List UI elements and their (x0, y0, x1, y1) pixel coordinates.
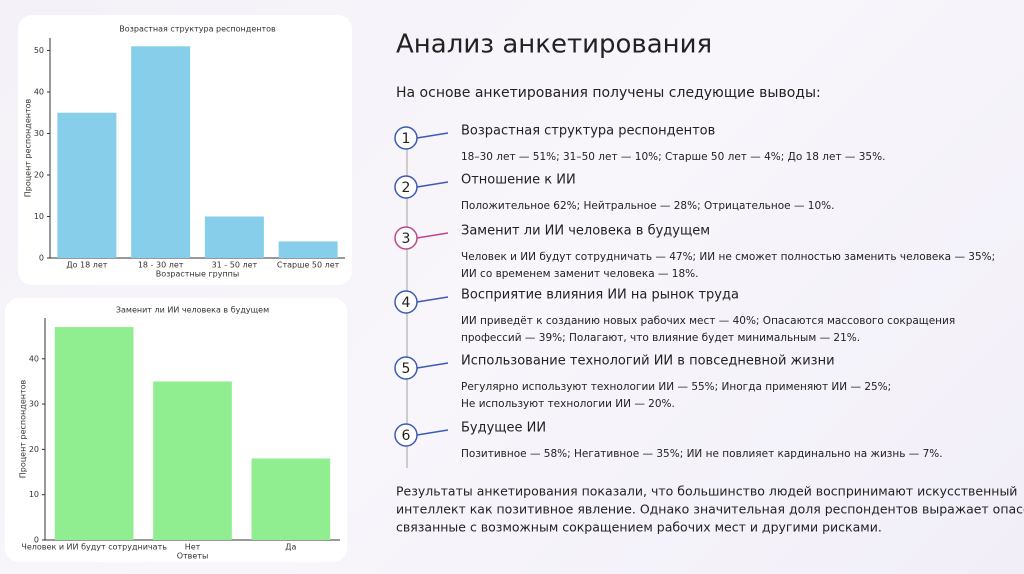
step-circle (394, 126, 418, 150)
y-tick-label: 0 (39, 254, 44, 263)
step-number: 3 (402, 231, 411, 247)
x-tick-label: До 18 лет (66, 261, 107, 270)
step-detail: профессий — 39%; Полагают, что влияние б… (461, 332, 860, 344)
chart-title: Заменит ли ИИ человека в будущем (116, 306, 269, 315)
bar (204, 216, 264, 258)
step-circle (394, 356, 418, 380)
step-heading: Отношение к ИИ (461, 173, 576, 188)
step-heading: Восприятие влияния ИИ на рынок труда (461, 288, 739, 303)
x-tick-label: Старше 50 лет (277, 261, 340, 270)
step-detail: ИИ со временем заменит человека — 18%. (461, 268, 698, 280)
slide-title: Анализ анкетирования (396, 30, 712, 60)
step-detail: Положительное 62%; Нейтральное — 28%; От… (461, 200, 834, 212)
connector (416, 181, 449, 188)
step-heading: Заменит ли ИИ человека в будущем (461, 224, 710, 239)
step-detail: Позитивное — 58%; Негативное — 35%; ИИ н… (461, 448, 943, 460)
conclusion: Результаты анкетирования показали, что б… (396, 484, 1017, 499)
y-tick-label: 30 (29, 400, 39, 409)
y-tick-label: 30 (34, 129, 44, 138)
x-axis-label: Ответы (177, 552, 209, 561)
step-heading: Использование технологий ИИ в повседневн… (461, 354, 835, 369)
y-tick-label: 50 (34, 46, 44, 55)
connector (416, 296, 449, 303)
conclusion: интеллект как позитивное явление. Однако… (396, 502, 1024, 517)
x-tick-label: Человек и ИИ будут сотрудничать (21, 543, 167, 552)
step-detail: Регулярно используют технологии ИИ — 55%… (461, 381, 891, 393)
chart: Заменит ли ИИ человека в будущем 0 10 20 30 4… (19, 306, 340, 561)
step-detail: 18–30 лет — 51%; 31–50 лет — 10%; Старше… (461, 151, 885, 163)
step-number: 5 (402, 361, 411, 377)
bar (131, 46, 191, 259)
y-tick-label: 10 (29, 490, 39, 499)
step-circle (394, 290, 418, 314)
x-tick-label: Нет (185, 543, 201, 552)
step-heading: Будущее ИИ (461, 421, 546, 436)
y-tick-label: 20 (34, 170, 44, 179)
step-detail: Человек и ИИ будут сотрудничать — 47%; И… (461, 251, 995, 263)
step-circle (394, 226, 418, 250)
chart-title: Возрастная структура респондентов (119, 25, 276, 34)
intro: На основе анкетирования получены следующ… (396, 85, 821, 101)
bar (153, 381, 232, 540)
chart: Возрастная структура респондентов 0 10 20 30… (24, 25, 345, 279)
step-circle (394, 175, 418, 199)
connector (416, 362, 449, 369)
connector (416, 232, 449, 239)
step-circle (394, 423, 418, 447)
bar (278, 241, 338, 258)
x-axis-label: Возрастные группы (156, 270, 239, 279)
bar (251, 458, 331, 540)
step-detail: ИИ приведёт к созданию новых рабочих мес… (461, 315, 955, 327)
x-tick-label: 18 - 30 лет (138, 261, 184, 270)
connector (416, 132, 449, 139)
y-tick-label: 40 (29, 354, 39, 363)
y-tick-label: 20 (29, 445, 39, 454)
y-axis-label: Процент респондентов (19, 379, 28, 478)
connector (416, 429, 449, 436)
step-number: 4 (402, 295, 411, 311)
step-number: 2 (402, 180, 411, 196)
x-tick-label: 31 - 50 лет (212, 261, 258, 270)
bar (57, 112, 117, 258)
y-tick-label: 10 (34, 212, 44, 221)
y-tick-label: 0 (34, 536, 39, 545)
y-axis-label: Процент респондентов (24, 98, 33, 197)
step-number: 1 (402, 131, 411, 147)
step-number: 6 (402, 428, 411, 444)
x-tick-label: Да (285, 543, 296, 552)
conclusion: связанные с возможным сокращением рабочи… (396, 520, 882, 535)
step-detail: Не используют технологии ИИ — 20%. (461, 398, 675, 410)
step-heading: Возрастная структура респондентов (461, 124, 715, 139)
bar (54, 327, 134, 540)
y-tick-label: 40 (34, 87, 44, 96)
